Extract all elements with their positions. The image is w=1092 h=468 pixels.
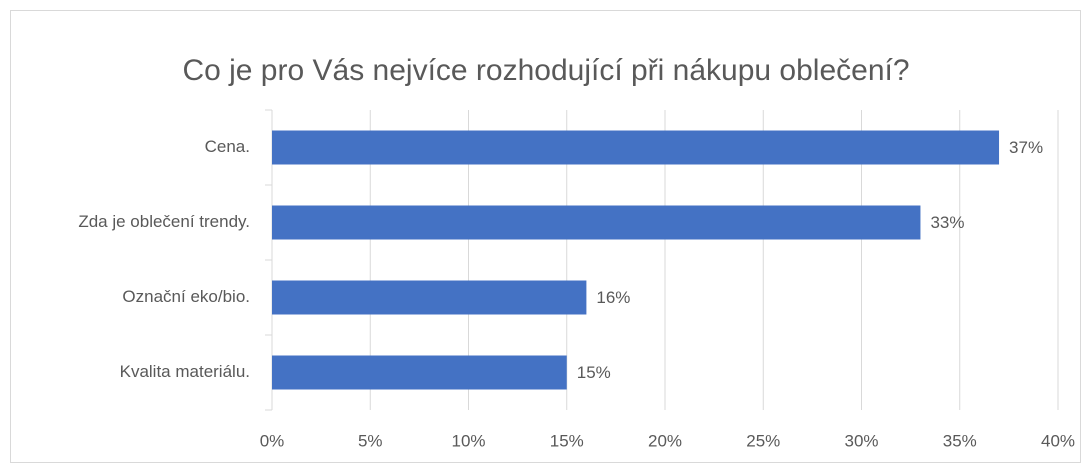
x-tick-label: 0% [260, 431, 285, 450]
x-tick-label: 30% [844, 431, 878, 450]
data-label: 37% [1009, 138, 1043, 157]
y-tick-label: Cena. [205, 137, 250, 156]
x-tick-label: 10% [451, 431, 485, 450]
bar [272, 280, 587, 315]
chart-title: Co je pro Vás nejvíce rozhodující při ná… [182, 54, 909, 87]
x-tick-label: 25% [746, 431, 780, 450]
x-tick-label: 5% [358, 431, 383, 450]
y-tick-label: Zda je oblečení trendy. [78, 212, 250, 231]
bar [272, 130, 1000, 165]
data-label: 15% [577, 363, 611, 382]
x-tick-label: 20% [648, 431, 682, 450]
data-label: 16% [596, 288, 630, 307]
y-tick-label: Označní eko/bio. [122, 287, 250, 306]
data-label: 33% [930, 213, 964, 232]
bar [272, 205, 921, 240]
bar [272, 355, 567, 390]
x-tick-label: 15% [550, 431, 584, 450]
x-tick-label: 35% [943, 431, 977, 450]
y-tick-label: Kvalita materiálu. [120, 362, 250, 381]
x-tick-label: 40% [1041, 431, 1075, 450]
